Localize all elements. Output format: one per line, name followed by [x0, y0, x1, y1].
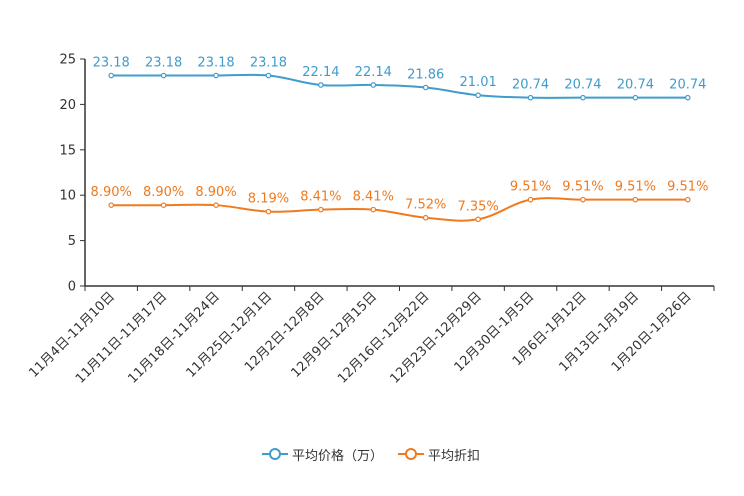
- series-0-data-label: 21.86: [407, 68, 444, 83]
- series-1-data-label: 9.51%: [667, 180, 708, 195]
- series-0-point: [108, 72, 115, 79]
- x-axis: 11月4日-11月10日11月11日-11月17日11月18日-11月24日11…: [26, 285, 715, 387]
- y-tick-label: 15: [59, 143, 76, 158]
- series-1-point: [108, 202, 115, 208]
- series-0-point: [475, 92, 481, 99]
- series-0-data-label: 20.74: [512, 78, 549, 93]
- series-0-data-label: 23.18: [145, 56, 182, 71]
- series-0-point: [422, 84, 429, 91]
- series-0-data-label: 20.74: [617, 78, 654, 93]
- y-tick-label: 0: [68, 280, 76, 295]
- series-1-point: [370, 206, 377, 213]
- y-axis: 0 5 10 15 20 25: [59, 53, 86, 295]
- series-0-data-label: 23.18: [93, 56, 130, 71]
- series-0-data-label: 20.74: [669, 78, 706, 93]
- y-tick-label: 5: [68, 234, 76, 249]
- x-category-label: 12月23日-12月29日: [387, 289, 484, 386]
- series-0-data-label: 22.14: [355, 65, 392, 80]
- series-0-point: [580, 94, 586, 101]
- data-labels: 23.18 23.18 23.18 23.18 22.14 22.14 21.86 21.01…: [91, 56, 709, 215]
- series-layer: [108, 72, 691, 223]
- series-0-data-label: 22.14: [302, 65, 339, 80]
- series-1-point: [580, 196, 586, 203]
- series-0-point: [318, 82, 324, 88]
- series-1-data-label: 8.41%: [353, 190, 394, 205]
- legend-discount-marker-icon: [398, 448, 424, 460]
- legend: 平均价格（万） 平均折扣: [0, 442, 744, 466]
- series-1-data-label: 9.51%: [510, 180, 551, 195]
- series-1-data-label: 9.51%: [562, 180, 603, 195]
- series-1-data-label: 8.41%: [300, 190, 341, 205]
- series-0-point: [370, 82, 377, 88]
- series-1-point: [265, 208, 272, 215]
- x-category-label: 11月18日-11月24日: [125, 289, 222, 386]
- series-0-point: [527, 94, 534, 101]
- series-1-data-label: 8.90%: [143, 185, 184, 200]
- series-1-data-label: 8.90%: [195, 185, 236, 200]
- series-0-point: [684, 94, 691, 101]
- series-0-point: [265, 72, 272, 79]
- legend-discount-label: 平均折扣: [428, 448, 481, 464]
- series-1-point: [684, 196, 691, 203]
- series-1-data-label: 7.35%: [457, 199, 498, 214]
- legend-item-price[interactable]: 平均价格（万）: [262, 442, 383, 466]
- x-category-label: 11月4日-11月10日: [26, 289, 118, 381]
- legend-item-discount[interactable]: 平均折扣: [398, 442, 480, 466]
- x-category-label: 11月11日-11月17日: [73, 289, 170, 386]
- y-tick-label: 20: [59, 98, 76, 113]
- series-1-data-label: 8.90%: [91, 185, 132, 200]
- series-1-data-label: 9.51%: [615, 180, 656, 195]
- series-1-point: [213, 202, 219, 208]
- series-1-point: [318, 206, 324, 213]
- legend-price-label: 平均价格（万）: [292, 448, 384, 464]
- series-0-data-label: 23.18: [197, 56, 234, 71]
- series-0-data-label: 20.74: [564, 78, 601, 93]
- series-1-point: [160, 202, 167, 208]
- series-0-data-label: 21.01: [460, 75, 497, 90]
- series-0-point: [160, 72, 167, 79]
- legend-price-marker-icon: [262, 448, 288, 460]
- y-tick-label: 10: [59, 189, 76, 204]
- series-1-point: [632, 196, 639, 203]
- series-1-point: [422, 214, 429, 221]
- series-0-data-label: 23.18: [250, 56, 287, 71]
- x-category-label: 12月16日-12月22日: [335, 289, 432, 386]
- series-line-0: [111, 73, 688, 99]
- series-1-point: [475, 216, 481, 223]
- series-0-point: [213, 72, 219, 79]
- series-1-data-label: 7.52%: [405, 198, 446, 213]
- series-line-1: [111, 197, 688, 222]
- series-1-data-label: 8.19%: [248, 192, 289, 207]
- series-1-point: [527, 196, 534, 203]
- series-0-point: [632, 94, 639, 101]
- y-tick-label: 25: [59, 53, 76, 68]
